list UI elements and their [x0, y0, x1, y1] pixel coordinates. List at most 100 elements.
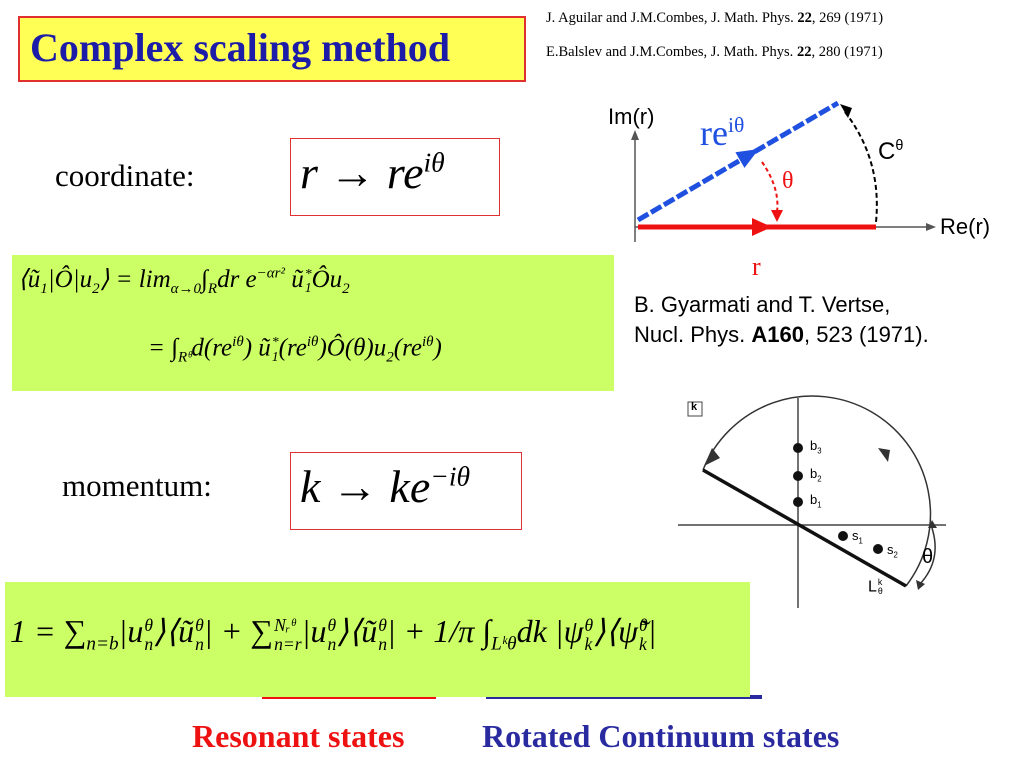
bound-state	[793, 471, 803, 481]
ref-volume: A160	[751, 322, 804, 347]
token: ⟨ũ	[18, 266, 41, 293]
subscript: α→0	[170, 281, 202, 297]
subscript: 1	[858, 536, 863, 546]
token: |	[647, 613, 657, 649]
subscript: 2	[342, 281, 350, 297]
reference: E.Balslev and J.M.Combes, J. Math. Phys.…	[546, 44, 883, 61]
arrow	[631, 130, 639, 140]
title: Complex scaling method	[30, 25, 450, 70]
superscript: θ	[638, 615, 648, 636]
superscript: iθ	[423, 146, 445, 178]
closing-arc	[702, 395, 932, 587]
momentum-formula: k → ke−iθ	[300, 460, 470, 513]
ref-pages: , 523 (1971).	[803, 322, 929, 347]
resonance-label: s1	[852, 528, 863, 546]
token: ⟩ = lim	[99, 266, 171, 293]
token: |u	[301, 613, 327, 649]
arrow	[926, 223, 936, 231]
im-axis-label: Im(r)	[608, 104, 655, 129]
superscript: θ	[327, 615, 337, 636]
token: ũ	[284, 266, 304, 293]
subscript: n	[144, 633, 154, 654]
script-stack: * 1	[271, 334, 279, 364]
token: Ôu	[311, 266, 343, 293]
rotated-label: reiθ	[700, 112, 744, 154]
matrix-line: ⟨ũ1|Ô|u2⟩ = limα→0∫Rdr e−αr² ũ * 1 Ôu2	[18, 264, 350, 298]
subscript: 2	[817, 474, 822, 484]
arrow	[752, 218, 772, 236]
token: ⟩⟨ũ	[153, 613, 195, 649]
contour-label: Cθ	[878, 138, 903, 166]
ref-pages: , 280 (1971)	[811, 44, 883, 60]
bound-label: b2	[810, 466, 822, 484]
arrow	[928, 520, 937, 528]
rotated-ray	[636, 100, 840, 223]
token: k → ke	[300, 461, 431, 512]
token: b	[810, 466, 818, 481]
token: dr e	[217, 266, 257, 293]
token: b	[810, 492, 818, 507]
token: ⟩⟨ũ	[336, 613, 378, 649]
subscript: n=b	[86, 633, 119, 655]
superscript: iθ	[306, 334, 319, 350]
subscript: 3	[817, 446, 822, 456]
arrow	[771, 210, 783, 222]
subscript: 1	[817, 500, 822, 510]
subscript: n	[327, 633, 337, 654]
formula-box	[290, 452, 522, 530]
token: ⟩⟨ψ̃	[593, 613, 638, 649]
superscript: Nᵣᶿ	[274, 615, 296, 636]
completeness-formula: 1 = ∑n=b|u θ n ⟩⟨ũ θ n | + ∑ Nᵣᶿ n=r |u θ n ⟩⟨ũ θ n | +…	[10, 612, 656, 655]
token: s	[887, 542, 894, 557]
momentum-label: momentum:	[62, 468, 212, 503]
subscript: n	[195, 633, 204, 654]
bound-state	[793, 443, 803, 453]
ref-journal: Nucl. Phys.	[634, 322, 752, 347]
radial-label: r	[752, 252, 761, 281]
resonant-label: Resonant states	[192, 718, 405, 754]
subscript: 1	[304, 280, 312, 296]
reference: J. Aguilar and J.M.Combes, J. Math. Phys…	[546, 10, 883, 27]
superscript: θ	[378, 615, 387, 636]
token: )	[433, 334, 442, 362]
script-stack: * 1	[304, 266, 312, 296]
equation-box	[12, 255, 614, 391]
superscript: iθ	[421, 334, 434, 350]
bound-state	[793, 497, 803, 507]
superscript: θ	[895, 138, 904, 154]
subscript: 2	[92, 281, 100, 297]
reference-block: B. Gyarmati and T. Vertse, Nucl. Phys. A…	[634, 290, 984, 350]
subscript: 1	[271, 348, 279, 364]
arrow	[840, 104, 852, 118]
rotation-arc	[919, 527, 936, 585]
matrix-line: = ∫Rᶿd(reiθ) ũ * 1 (reiθ)Ô(θ)u2(reiθ)	[148, 334, 442, 366]
subscript: k	[584, 633, 593, 654]
rotated-contour	[702, 468, 907, 588]
subscript: 1	[40, 281, 48, 297]
resonance	[838, 531, 848, 541]
subscript: Lᵏθ	[491, 633, 517, 655]
superscript: k	[877, 577, 883, 587]
token: | + 1/π ∫	[387, 613, 492, 649]
token: L	[868, 578, 877, 596]
bound-label: b1	[810, 492, 822, 510]
token: ∫	[201, 266, 208, 293]
arrow	[704, 448, 720, 466]
angle-label: θ	[782, 168, 794, 194]
subscript: n	[378, 633, 387, 654]
superscript: θ	[195, 615, 204, 636]
token: | + ∑	[203, 613, 274, 649]
arrow	[735, 148, 759, 168]
token: C	[878, 138, 896, 165]
token: b	[810, 438, 818, 453]
superscript: −αr²	[256, 265, 285, 282]
title-box	[18, 16, 526, 82]
subscript: n=r	[274, 633, 302, 654]
continuum-label: Rotated Continuum states	[482, 718, 840, 754]
